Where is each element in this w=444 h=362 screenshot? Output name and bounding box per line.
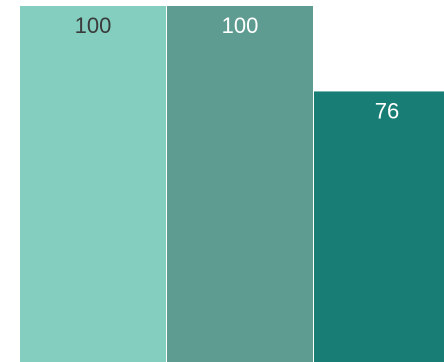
data-label-2: 100 xyxy=(222,13,259,38)
data-label-3: 76 xyxy=(375,98,399,123)
bar-3 xyxy=(314,91,444,362)
data-labels-group: 100 100 76 xyxy=(75,13,400,123)
bars-group xyxy=(20,6,444,362)
bar-2 xyxy=(167,6,313,362)
data-label-1: 100 xyxy=(75,13,112,38)
bar-1 xyxy=(20,6,166,362)
